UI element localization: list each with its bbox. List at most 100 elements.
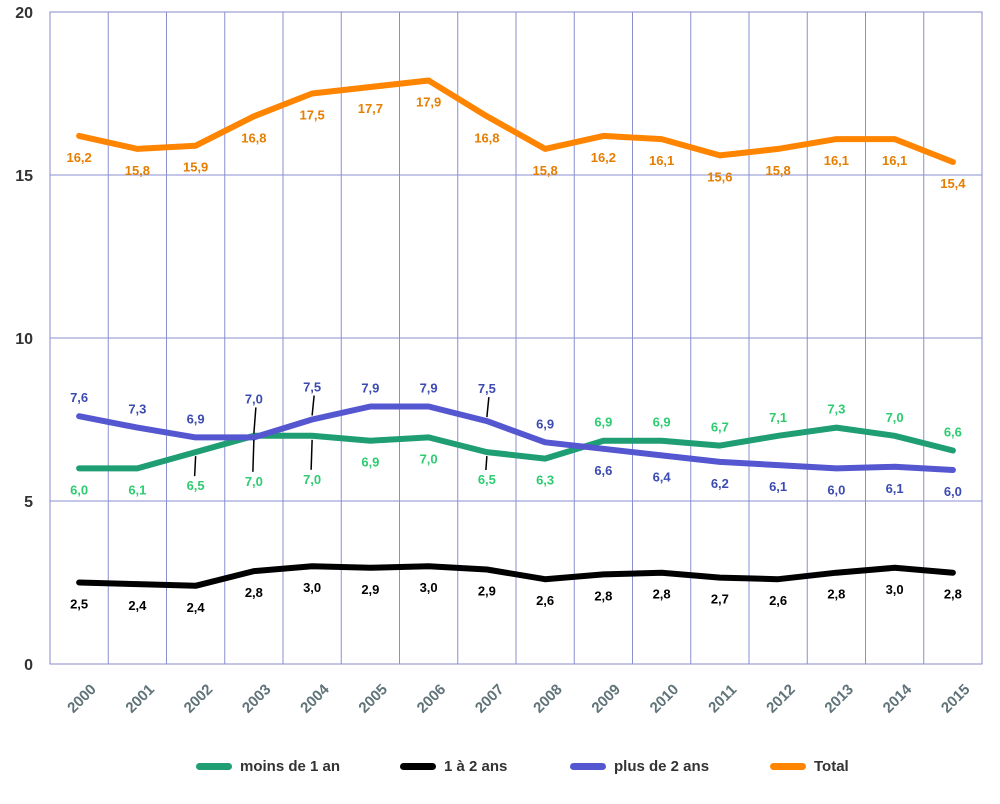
data-label-total: 16,1: [882, 153, 907, 168]
x-tick-label: 2008: [530, 681, 566, 717]
data-label-moins: 6,3: [536, 473, 554, 488]
legend: moins de 1 an 1 à 2 ans plus de 2 ans To…: [0, 752, 1000, 780]
data-label-plus: 6,9: [536, 416, 554, 431]
x-tick-label: 2009: [588, 681, 624, 717]
data-label-unadeux: 3,0: [420, 580, 438, 595]
data-label-unadeux: 2,9: [361, 582, 379, 597]
data-label-moins: 7,3: [827, 402, 845, 417]
data-label-plus: 6,0: [827, 482, 845, 497]
data-label-plus: 6,2: [711, 476, 729, 491]
data-label-plus: 7,0: [245, 391, 263, 406]
legend-swatch-plus: [570, 762, 606, 770]
data-label-total: 16,8: [474, 130, 499, 145]
data-label-unadeux: 2,8: [594, 588, 612, 603]
data-label-total: 15,8: [125, 163, 150, 178]
data-label-total: 16,1: [649, 153, 674, 168]
data-label-total: 16,8: [241, 130, 266, 145]
data-label-moins: 7,0: [420, 451, 438, 466]
y-tick-label: 10: [15, 331, 33, 348]
legend-label-plus: plus de 2 ans: [614, 757, 710, 775]
grid: [49, 11, 983, 665]
legend-swatch-moins: [196, 762, 232, 770]
data-label-plus: 7,5: [303, 380, 321, 395]
legend-item-plus: plus de 2 ans: [570, 752, 709, 780]
legend-item-total: Total: [770, 752, 849, 780]
leader-line: [253, 407, 257, 434]
x-tick-label: 2006: [414, 681, 450, 717]
data-label-moins: 6,9: [361, 455, 379, 470]
data-label-plus: 7,9: [361, 380, 379, 395]
data-label-unadeux: 2,8: [944, 587, 962, 602]
data-label-unadeux: 3,0: [303, 580, 321, 595]
data-label-total: 15,4: [940, 176, 966, 191]
leader-line: [486, 397, 490, 418]
y-axis-ticks: 0 5 10 15 20: [15, 5, 33, 674]
data-label-unadeux: 2,7: [711, 592, 729, 607]
legend-swatch-unadeux: [400, 762, 436, 770]
series-line-moins: [76, 424, 956, 472]
data-label-plus: 7,9: [420, 380, 438, 395]
leader-line: [485, 456, 488, 471]
data-label-moins: 6,1: [128, 482, 146, 497]
x-tick-label: 2005: [355, 681, 391, 717]
data-label-plus: 7,3: [128, 402, 146, 417]
data-labels: 6,0 6,1 6,5 7,0 7,0 6,9 7,0 6,5 6,3 6,9 6,9 6,7 7,1 7…: [66, 94, 966, 614]
series-line-unadeux: [76, 563, 956, 589]
x-axis-ticks: 2000 2001 2002 2003 2004 2005 2006 2007 2008 2009…: [64, 681, 973, 717]
x-tick-label: 2015: [938, 681, 974, 717]
data-label-total: 17,9: [416, 94, 441, 109]
data-label-unadeux: 2,8: [653, 587, 671, 602]
data-label-moins: 7,0: [886, 410, 904, 425]
series-lines: [76, 77, 956, 589]
x-tick-label: 2000: [64, 681, 100, 717]
x-tick-label: 2004: [297, 681, 333, 717]
legend-item-moins: moins de 1 an: [196, 752, 340, 780]
data-label-plus: 6,1: [886, 481, 904, 496]
data-label-total: 17,7: [358, 101, 383, 116]
series-line-total: [76, 77, 956, 165]
data-label-moins: 7,0: [245, 474, 263, 489]
data-label-unadeux: 2,8: [827, 587, 845, 602]
data-label-unadeux: 2,6: [769, 593, 787, 608]
x-tick-label: 2003: [239, 681, 275, 717]
data-label-total: 17,5: [299, 108, 324, 123]
data-label-moins: 6,0: [70, 482, 88, 497]
data-label-total: 15,8: [765, 163, 790, 178]
data-label-unadeux: 2,4: [128, 598, 147, 613]
data-label-unadeux: 2,9: [478, 583, 496, 598]
legend-label-unadeux: 1 à 2 ans: [444, 757, 508, 775]
label-leader-lines: [193, 395, 490, 477]
data-label-unadeux: 3,0: [886, 582, 904, 597]
y-tick-label: 15: [15, 168, 33, 185]
data-label-plus: 6,4: [653, 469, 672, 484]
data-label-plus: 6,9: [187, 411, 205, 426]
x-tick-label: 2013: [821, 681, 857, 717]
x-tick-label: 2010: [647, 681, 683, 717]
x-tick-label: 2002: [181, 681, 217, 717]
x-tick-label: 2007: [472, 681, 508, 717]
leader-line: [252, 439, 255, 472]
data-label-unadeux: 2,4: [187, 600, 206, 615]
data-label-moins: 6,9: [594, 415, 612, 430]
data-label-plus: 6,0: [944, 484, 962, 499]
data-label-moins: 7,1: [769, 410, 787, 425]
data-label-total: 16,2: [591, 150, 616, 165]
legend-item-unadeux: 1 à 2 ans: [400, 752, 507, 780]
data-label-moins: 6,9: [653, 415, 671, 430]
data-label-total: 16,1: [824, 153, 849, 168]
data-label-total: 15,8: [532, 163, 557, 178]
leader-line: [193, 456, 197, 477]
data-label-moins: 6,5: [187, 478, 205, 493]
data-label-moins: 6,5: [478, 472, 496, 487]
data-label-moins: 6,6: [944, 424, 962, 439]
legend-label-moins: moins de 1 an: [240, 757, 341, 775]
data-label-total: 15,6: [707, 169, 732, 184]
data-label-unadeux: 2,8: [245, 585, 263, 600]
data-label-unadeux: 2,5: [70, 597, 88, 612]
x-tick-label: 2014: [880, 681, 916, 717]
y-tick-label: 5: [24, 494, 33, 511]
legend-label-total: Total: [814, 757, 849, 775]
leader-line: [311, 395, 315, 416]
x-tick-label: 2012: [763, 681, 799, 717]
